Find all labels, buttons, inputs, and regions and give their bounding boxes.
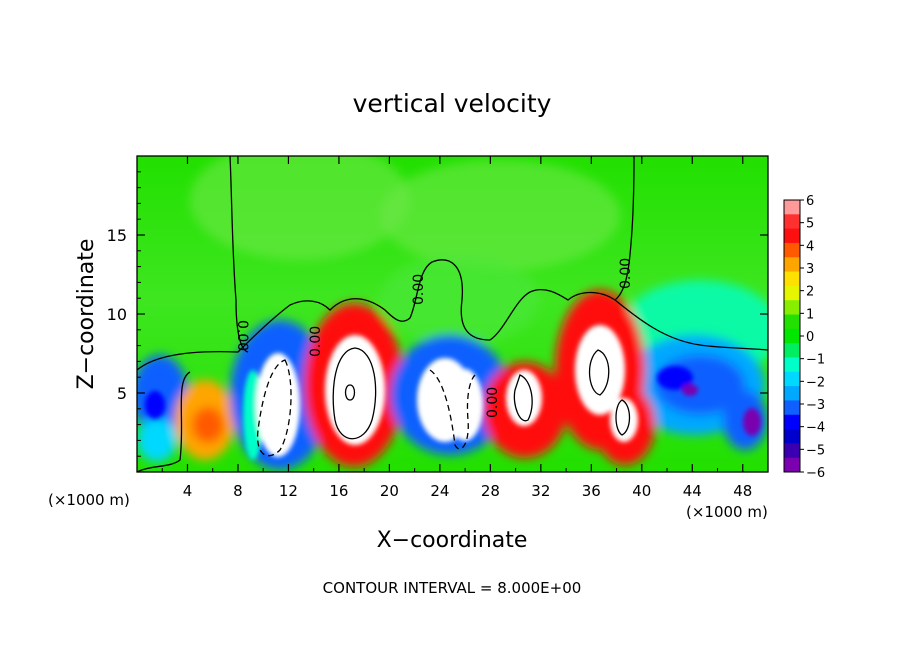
plot-area: 0.00 0.00 0.00 0.00 0.00	[137, 156, 768, 472]
heatmap-field	[137, 156, 768, 470]
colorbar-tick-label: 5	[806, 217, 814, 232]
x-tick-label: 36	[582, 482, 601, 500]
contour-zero-main	[137, 156, 635, 371]
y-tick-label: 10	[107, 305, 127, 324]
heatmap-cores	[145, 325, 761, 460]
colorbar-tick-label: 6	[806, 194, 814, 209]
contour-dashed-2	[429, 369, 476, 450]
x-tick-label: 8	[233, 482, 243, 500]
contour-lines	[137, 156, 768, 472]
contour-dashed-1	[256, 359, 292, 457]
colorbar-swatch	[784, 443, 800, 459]
colorbar-tick-label: −4	[806, 421, 825, 436]
colorbar-tick-label: −6	[806, 466, 825, 481]
colorbar-swatch	[784, 257, 800, 273]
contour-label: 0.00	[485, 387, 501, 418]
colorbar: 6 5 4 3 2 1 0 −1 −2 −3 −4 −5 −6	[783, 194, 825, 481]
contour-inner-4	[615, 399, 631, 436]
colorbar-swatch	[784, 314, 800, 330]
contour-label: 0.00	[234, 320, 250, 351]
colorbar-swatch	[784, 343, 800, 358]
colorbar-tick-label: 3	[806, 262, 814, 277]
colorbar-swatch	[784, 457, 800, 473]
x-tick-label: 40	[632, 482, 651, 500]
colorbar-swatch	[784, 271, 800, 287]
colorbar-swatch	[784, 328, 800, 344]
colorbar-swatch	[784, 429, 800, 444]
colorbar-tick-label: −1	[806, 353, 825, 368]
contour-inner-2	[513, 374, 533, 422]
contour-inner-3	[588, 349, 610, 396]
colorbar-tick-label: −5	[806, 443, 825, 458]
contour-zero-left	[229, 156, 249, 353]
colorbar-swatch	[784, 400, 800, 416]
contour-label: 0.00	[308, 326, 324, 357]
x-tick-label: 20	[380, 482, 399, 500]
y-tick-label: 5	[117, 384, 127, 403]
colorbar-swatch	[784, 228, 800, 244]
contour-interval-note: CONTOUR INTERVAL = 8.000E+00	[323, 579, 582, 597]
contour-zero-right	[614, 299, 768, 351]
chart-title: vertical velocity	[353, 89, 552, 118]
contour-zero-lower	[137, 371, 191, 472]
colorbar-tick-label: 0	[806, 330, 814, 345]
contour-labels: 0.00 0.00 0.00 0.00 0.00	[234, 258, 634, 418]
colorbar-swatch	[784, 285, 800, 301]
contour-label: 0.00	[411, 274, 427, 305]
colorbar-swatch	[784, 214, 800, 230]
x-axis-unit-label: (×1000 m)	[48, 491, 130, 509]
y-axis-label: Z−coordinate	[74, 239, 99, 390]
x-axis: 4 8 12 16 20 24 28 32 36 40 44 48	[161, 156, 752, 500]
x-tick-label: 48	[733, 482, 752, 500]
x-tick-label: 24	[430, 482, 449, 500]
colorbar-tick-label: 2	[806, 285, 814, 300]
x-axis-label: X−coordinate	[377, 528, 528, 553]
y-axis: 5 10 15	[107, 171, 768, 457]
colorbar-swatch	[784, 357, 800, 373]
y-tick-label: 15	[107, 226, 127, 245]
colorbar-swatch	[784, 414, 800, 430]
x-tick-label: 32	[531, 482, 550, 500]
contour-closed-5	[344, 384, 356, 401]
colorbar-swatch	[784, 371, 800, 387]
x-tick-label: 12	[279, 482, 298, 500]
x-tick-label: 16	[329, 482, 348, 500]
colorbar-swatch	[784, 386, 800, 401]
x-tick-label: 44	[683, 482, 702, 500]
colorbar-tick-label: 4	[806, 239, 814, 254]
colorbar-tick-label: −2	[806, 375, 825, 390]
x-tick-label: 28	[481, 482, 500, 500]
colorbar-swatch	[784, 300, 800, 316]
colorbar-swatch	[784, 242, 800, 258]
colorbar-swatch	[784, 200, 800, 215]
contour-label: 0.00	[618, 258, 634, 289]
colorbar-tick-label: −3	[806, 398, 825, 413]
x-axis-unit-label-right: (×1000 m)	[686, 503, 768, 521]
contour-inner-1	[332, 347, 377, 440]
colorbar-tick-label: 1	[806, 307, 814, 322]
x-tick-label: 4	[183, 482, 193, 500]
